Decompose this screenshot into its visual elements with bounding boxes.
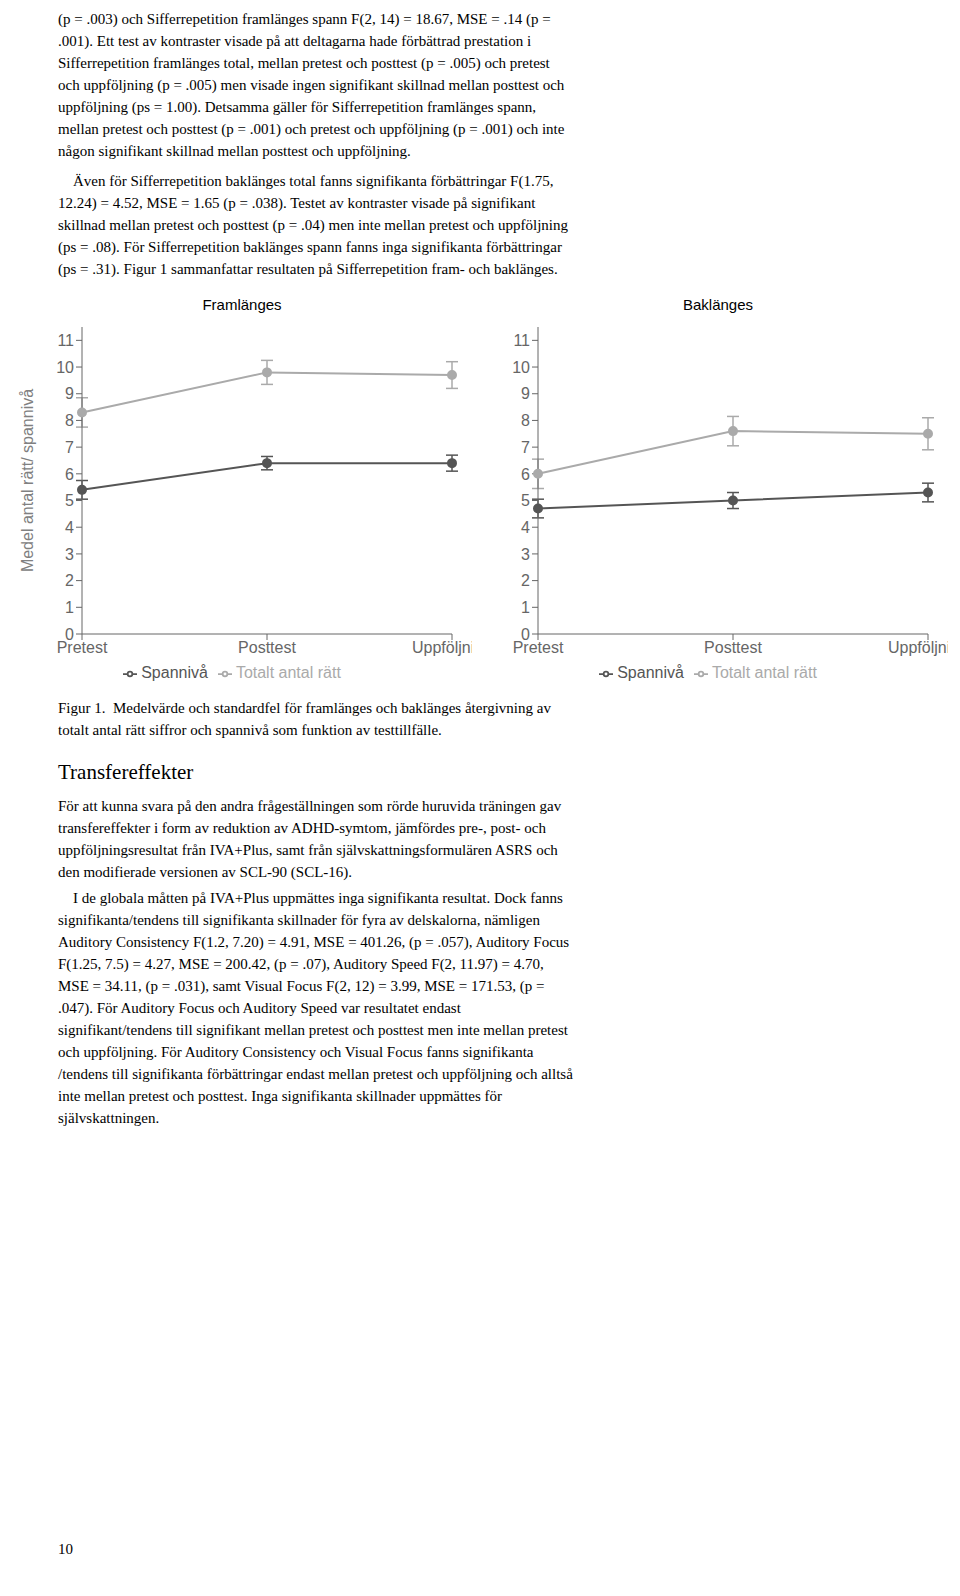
html-text:Transfereffekter: Transfereffekter (58, 760, 194, 784)
svg-text:3: 3 (521, 546, 530, 563)
svg-text:4: 4 (65, 519, 74, 536)
svg-text:5: 5 (65, 492, 74, 509)
svg-text:4: 4 (521, 519, 530, 536)
svg-text:Pretest: Pretest (512, 639, 564, 657)
svg-text:6: 6 (65, 466, 74, 483)
svg-text:7: 7 (521, 439, 530, 456)
svg-text:11: 11 (57, 332, 74, 349)
svg-text:10: 10 (512, 359, 530, 376)
html-text:Totalt antal rätt: Totalt antal rätt (235, 664, 341, 681)
svg-text:8: 8 (65, 412, 74, 429)
svg-text:5: 5 (521, 492, 530, 509)
html-text:(p = .003) och Sifferrepetitio: (p = .003) och Sifferrepetition framläng… (58, 11, 565, 159)
html-text:Spannivå: Spannivå (141, 664, 208, 681)
html-text:Framlänges: Framlänges (202, 296, 282, 313)
svg-text:9: 9 (521, 385, 530, 402)
svg-text:Uppföljning: Uppföljning (412, 639, 472, 656)
html-text:Figur 1. Medelvärde och standa: Figur 1. Medelvärde och standardfel för … (58, 700, 551, 738)
svg-text:6: 6 (521, 466, 530, 483)
svg-text:2: 2 (65, 572, 74, 589)
svg-text:Posttest: Posttest (704, 639, 762, 656)
svg-text:Medel antal rätt/ spannivå: Medel antal rätt/ spannivå (19, 389, 36, 572)
svg-text:0: 0 (65, 626, 74, 643)
html-text:Totalt antal rätt: Totalt antal rätt (711, 664, 817, 681)
html-text:Spannivå: Spannivå (617, 664, 684, 681)
svg-text:Posttest: Posttest (238, 639, 296, 656)
svg-text:8: 8 (521, 412, 530, 429)
svg-text:1: 1 (521, 599, 530, 616)
svg-text:7: 7 (65, 439, 74, 456)
svg-text:9: 9 (65, 385, 74, 402)
svg-text:11: 11 (513, 332, 530, 349)
svg-text:2: 2 (521, 572, 530, 589)
html-text:För att kunna svara på den and: För att kunna svara på den andra frågest… (58, 798, 562, 880)
html-text:Även för Sifferrepetition bakl: Även för Sifferrepetition baklänges tota… (58, 173, 568, 277)
svg-text:1: 1 (65, 599, 74, 616)
html-text:10: 10 (58, 1541, 73, 1557)
svg-text:0: 0 (521, 626, 530, 643)
svg-text:3: 3 (65, 546, 74, 563)
svg-text:10: 10 (56, 359, 74, 376)
svg-text:Uppföljning: Uppföljning (888, 639, 948, 656)
html-text:I de globala måtten på IVA+Plu: I de globala måtten på IVA+Plus uppmätte… (58, 890, 573, 1126)
svg-text:Pretest: Pretest (56, 639, 108, 657)
html-text:Baklänges: Baklänges (683, 296, 753, 313)
